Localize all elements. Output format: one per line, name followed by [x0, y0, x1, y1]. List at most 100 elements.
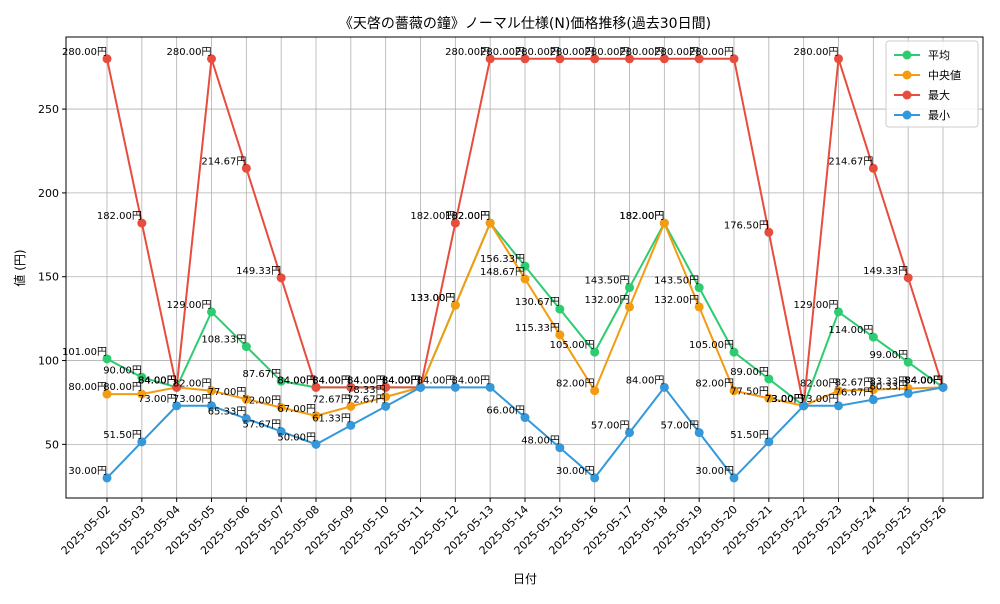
data-label: 77.50円 [730, 386, 769, 397]
axes: 2025-05-022025-05-032025-05-042025-05-05… [38, 36, 984, 557]
data-label: 80.00円 [68, 382, 107, 393]
data-point [172, 401, 182, 411]
data-label: 84.00円 [904, 375, 943, 386]
data-label: 72.67円 [312, 394, 351, 405]
data-label: 72.67円 [347, 394, 386, 405]
data-label: 280.00円 [585, 47, 630, 58]
data-label: 84.00円 [382, 375, 421, 386]
data-label: 84.00円 [382, 375, 421, 386]
data-label: 73.00円 [800, 394, 839, 405]
data-label: 51.50円 [103, 430, 142, 441]
y-tick-label: 150 [38, 271, 59, 284]
data-point [520, 54, 530, 64]
data-point [799, 401, 809, 411]
data-label: 84.00円 [138, 375, 177, 386]
data-point [276, 273, 286, 283]
data-label: 73.00円 [173, 394, 212, 405]
data-point [485, 218, 495, 228]
data-label: 84.00円 [312, 375, 351, 386]
data-point [903, 357, 913, 367]
data-point [555, 304, 565, 314]
data-point [311, 439, 321, 449]
data-label: 73.00円 [765, 394, 804, 405]
data-point [207, 401, 216, 411]
data-label: 214.67円 [201, 156, 246, 167]
data-point [659, 218, 669, 228]
data-label: 130.67円 [515, 297, 560, 308]
data-label: 280.00円 [619, 47, 664, 58]
data-label: 84.00円 [277, 375, 316, 386]
data-label: 129.00円 [167, 300, 212, 311]
data-point [694, 283, 704, 293]
series-3 [102, 382, 948, 483]
data-label: 80.00円 [103, 382, 142, 393]
data-label: 73.00円 [765, 394, 804, 405]
data-label: 84.00円 [626, 375, 665, 386]
data-label: 182.00円 [410, 211, 455, 222]
data-label: 84.00円 [382, 375, 421, 386]
data-point [520, 261, 530, 271]
data-point [834, 401, 843, 411]
data-point [764, 393, 774, 403]
data-point [625, 302, 634, 312]
data-point [764, 374, 774, 384]
data-label: 182.00円 [445, 211, 490, 222]
data-label: 65.33円 [208, 407, 247, 418]
y-tick-label: 50 [45, 438, 59, 451]
data-point [834, 386, 843, 396]
data-point [555, 330, 565, 340]
data-label: 84.00円 [312, 375, 351, 386]
data-label: 105.00円 [689, 340, 734, 351]
data-point [868, 332, 878, 342]
data-point [137, 218, 147, 228]
data-label: 214.67円 [828, 156, 873, 167]
data-label: 143.50円 [654, 276, 699, 287]
data-label: 280.00円 [445, 47, 490, 58]
data-label: 182.00円 [445, 211, 490, 222]
data-label: 148.67円 [480, 267, 525, 278]
data-label: 176.50円 [724, 220, 769, 231]
data-point [625, 428, 634, 438]
data-label: 115.33円 [515, 323, 560, 334]
data-point [172, 382, 182, 392]
data-point [207, 307, 216, 317]
data-point [694, 428, 704, 438]
data-label: 84.00円 [138, 375, 177, 386]
data-label: 143.50円 [585, 276, 630, 287]
data-point [241, 163, 251, 173]
data-point [416, 382, 425, 392]
y-tick-label: 250 [38, 103, 59, 116]
data-point [346, 401, 356, 411]
data-label: 84.00円 [347, 375, 386, 386]
data-label: 73.00円 [765, 394, 804, 405]
data-label: 84.00円 [417, 375, 456, 386]
data-label: 280.00円 [550, 47, 595, 58]
data-point [311, 382, 321, 392]
data-point [590, 347, 600, 357]
data-label: 132.00円 [654, 295, 699, 306]
data-label: 73.00円 [138, 394, 177, 405]
data-point [485, 54, 495, 64]
data-point [346, 420, 356, 430]
data-label: 84.00円 [904, 375, 943, 386]
data-label: 51.50円 [730, 430, 769, 441]
data-point [276, 426, 286, 436]
data-label: 133.00円 [410, 293, 455, 304]
data-label: 82.00円 [173, 379, 212, 390]
data-label: 67.00円 [277, 404, 316, 415]
data-point [590, 54, 600, 64]
y-axis-label: 値 (円) [12, 249, 27, 286]
data-point [520, 274, 530, 284]
data-label: 80.33円 [870, 382, 909, 393]
data-label: 61.33円 [312, 413, 351, 424]
data-label: 82.67円 [835, 378, 874, 389]
data-point [276, 376, 286, 386]
data-label: 149.33円 [863, 266, 908, 277]
legend-entry: 最小 [928, 109, 950, 122]
data-point [938, 382, 948, 392]
legend-box [885, 40, 979, 128]
data-label: 108.33円 [201, 335, 246, 346]
data-point [729, 347, 739, 357]
